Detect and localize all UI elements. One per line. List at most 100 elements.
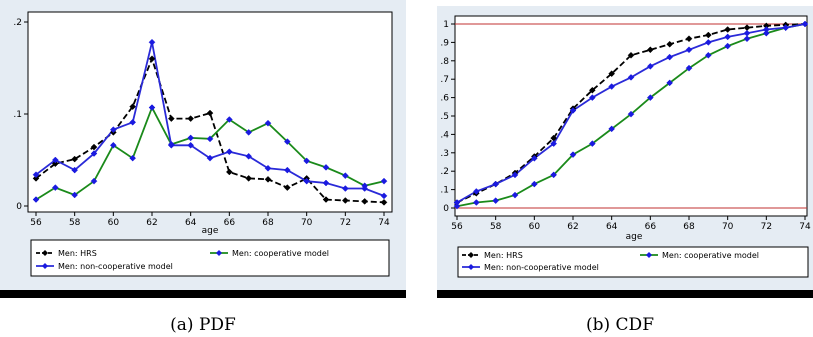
cdf-legend-label-cooperative: Men: cooperative model bbox=[662, 251, 759, 260]
pdf-point-cooperative bbox=[341, 172, 349, 179]
pdf-x-tick-label: 72 bbox=[340, 218, 351, 228]
pdf-point-noncooperative bbox=[187, 141, 195, 149]
pdf-point-noncooperative bbox=[225, 148, 233, 156]
pdf-point-hrs bbox=[51, 160, 59, 168]
pdf-x-axis-label: age bbox=[202, 226, 219, 236]
cdf-legend-marker-cooperative bbox=[646, 252, 652, 258]
pdf-point-cooperative bbox=[322, 164, 330, 171]
pdf-point-hrs bbox=[225, 168, 233, 176]
cdf-caption: (b) CDF bbox=[586, 315, 654, 335]
cdf-point-noncooperative bbox=[801, 20, 809, 28]
pdf-point-cooperative bbox=[32, 196, 40, 203]
pdf-point-hrs bbox=[322, 196, 330, 203]
cdf-point-noncooperative bbox=[569, 107, 577, 114]
pdf-y-tick-label: .2 bbox=[13, 18, 22, 28]
cdf-point-hrs bbox=[608, 70, 616, 78]
cdf-point-cooperative bbox=[453, 202, 461, 210]
pdf-point-hrs bbox=[264, 175, 272, 183]
pdf-point-cooperative bbox=[283, 138, 291, 145]
cdf-x-tick-label: 64 bbox=[606, 222, 618, 232]
cdf-x-tick-label: 56 bbox=[451, 222, 463, 232]
cdf-point-cooperative bbox=[762, 29, 770, 37]
pdf-point-cooperative bbox=[225, 116, 233, 123]
cdf-point-noncooperative bbox=[782, 24, 790, 32]
pdf-x-tick-label: 68 bbox=[262, 218, 274, 228]
cdf-point-noncooperative bbox=[627, 74, 635, 81]
cdf-y-tick-label: .3 bbox=[440, 149, 449, 159]
pdf-point-cooperative bbox=[90, 177, 98, 185]
cdf-x-tick-label: 68 bbox=[683, 222, 695, 232]
pdf-legend-marker-noncooperative bbox=[42, 263, 48, 269]
cdf-point-cooperative bbox=[472, 199, 480, 206]
cdf-point-cooperative bbox=[608, 125, 616, 133]
pdf-point-hrs bbox=[380, 198, 388, 206]
pdf-point-cooperative bbox=[129, 154, 137, 162]
cdf-point-hrs bbox=[666, 40, 674, 48]
cdf-point-noncooperative bbox=[453, 199, 461, 206]
cdf-point-noncooperative bbox=[685, 46, 693, 54]
pdf-point-noncooperative bbox=[303, 177, 311, 185]
pdf-point-hrs bbox=[129, 103, 137, 110]
pdf-point-cooperative bbox=[380, 177, 388, 185]
cdf-point-cooperative bbox=[511, 191, 519, 199]
cdf-legend-label-noncooperative: Men: non-cooperative model bbox=[484, 263, 599, 272]
cdf-y-tick-label: .5 bbox=[440, 112, 449, 122]
pdf-point-noncooperative bbox=[51, 156, 59, 164]
cdf-point-noncooperative bbox=[608, 83, 616, 90]
cdf-legend bbox=[457, 246, 809, 278]
cdf-point-noncooperative bbox=[743, 29, 751, 37]
cdf-x-tick-label: 70 bbox=[722, 222, 734, 232]
pdf-point-noncooperative bbox=[206, 154, 214, 162]
pdf-point-noncooperative bbox=[32, 171, 40, 179]
cdf-point-hrs bbox=[704, 31, 712, 39]
pdf-x-tick-label: 58 bbox=[69, 218, 81, 228]
cdf-point-noncooperative bbox=[530, 154, 538, 162]
pdf-point-hrs bbox=[32, 175, 40, 182]
pdf-point-cooperative bbox=[148, 104, 156, 111]
cdf-x-tick-label: 66 bbox=[645, 222, 657, 232]
cdf-point-hrs bbox=[588, 86, 596, 94]
pdf-x-tick-label: 70 bbox=[301, 218, 313, 228]
cdf-point-hrs bbox=[685, 35, 693, 43]
cdf-point-hrs bbox=[724, 26, 732, 33]
pdf-point-noncooperative bbox=[245, 152, 253, 160]
cdf-point-cooperative bbox=[530, 180, 538, 188]
pdf-point-hrs bbox=[283, 184, 291, 191]
cdf-x-tick-label: 74 bbox=[799, 222, 811, 232]
cdf-point-cooperative bbox=[646, 94, 654, 101]
cdf-x-tick-label: 58 bbox=[490, 222, 502, 232]
panel-pdf-bottom-bar bbox=[0, 290, 406, 298]
cdf-x-tick-label: 60 bbox=[529, 222, 541, 232]
pdf-legend-marker-hrs bbox=[42, 250, 48, 256]
cdf-legend-marker-hrs bbox=[468, 252, 474, 258]
pdf-point-cooperative bbox=[71, 191, 79, 199]
pdf-point-cooperative bbox=[187, 134, 195, 142]
pdf-point-cooperative bbox=[245, 129, 253, 136]
cdf-point-noncooperative bbox=[511, 171, 519, 179]
pdf-point-noncooperative bbox=[380, 192, 388, 200]
cdf-point-noncooperative bbox=[492, 180, 500, 188]
pdf-point-hrs bbox=[341, 197, 349, 204]
cdf-point-cooperative bbox=[550, 171, 558, 179]
pdf-point-noncooperative bbox=[167, 141, 175, 149]
cdf-y-tick-label: .2 bbox=[440, 167, 449, 177]
cdf-y-tick-label: .4 bbox=[440, 130, 449, 140]
pdf-caption: (a) PDF bbox=[170, 315, 236, 335]
cdf-point-cooperative bbox=[627, 110, 635, 118]
pdf-point-noncooperative bbox=[90, 150, 98, 157]
pdf-x-tick-label: 62 bbox=[146, 218, 157, 228]
pdf-point-hrs bbox=[206, 109, 214, 117]
cdf-legend-marker-noncooperative bbox=[468, 264, 474, 270]
cdf-point-cooperative bbox=[685, 64, 693, 72]
pdf-point-hrs bbox=[245, 175, 253, 182]
cdf-point-cooperative bbox=[724, 42, 732, 50]
panel-cdf: age (b) CDF 0 .1 .2 .3 .4 .5 .6 .7 .8 .9 1 56 58 60 62… bbox=[437, 6, 813, 335]
cdf-point-noncooperative bbox=[704, 39, 712, 46]
cdf-x-axis-label: age bbox=[626, 232, 643, 242]
pdf-point-hrs bbox=[90, 143, 98, 151]
pdf-legend-label-noncooperative: Men: non-cooperative model bbox=[58, 262, 173, 271]
pdf-point-hrs bbox=[187, 115, 195, 122]
cdf-legend-label-hrs: Men: HRS bbox=[484, 251, 523, 260]
pdf-x-tick-label: 56 bbox=[30, 218, 42, 228]
